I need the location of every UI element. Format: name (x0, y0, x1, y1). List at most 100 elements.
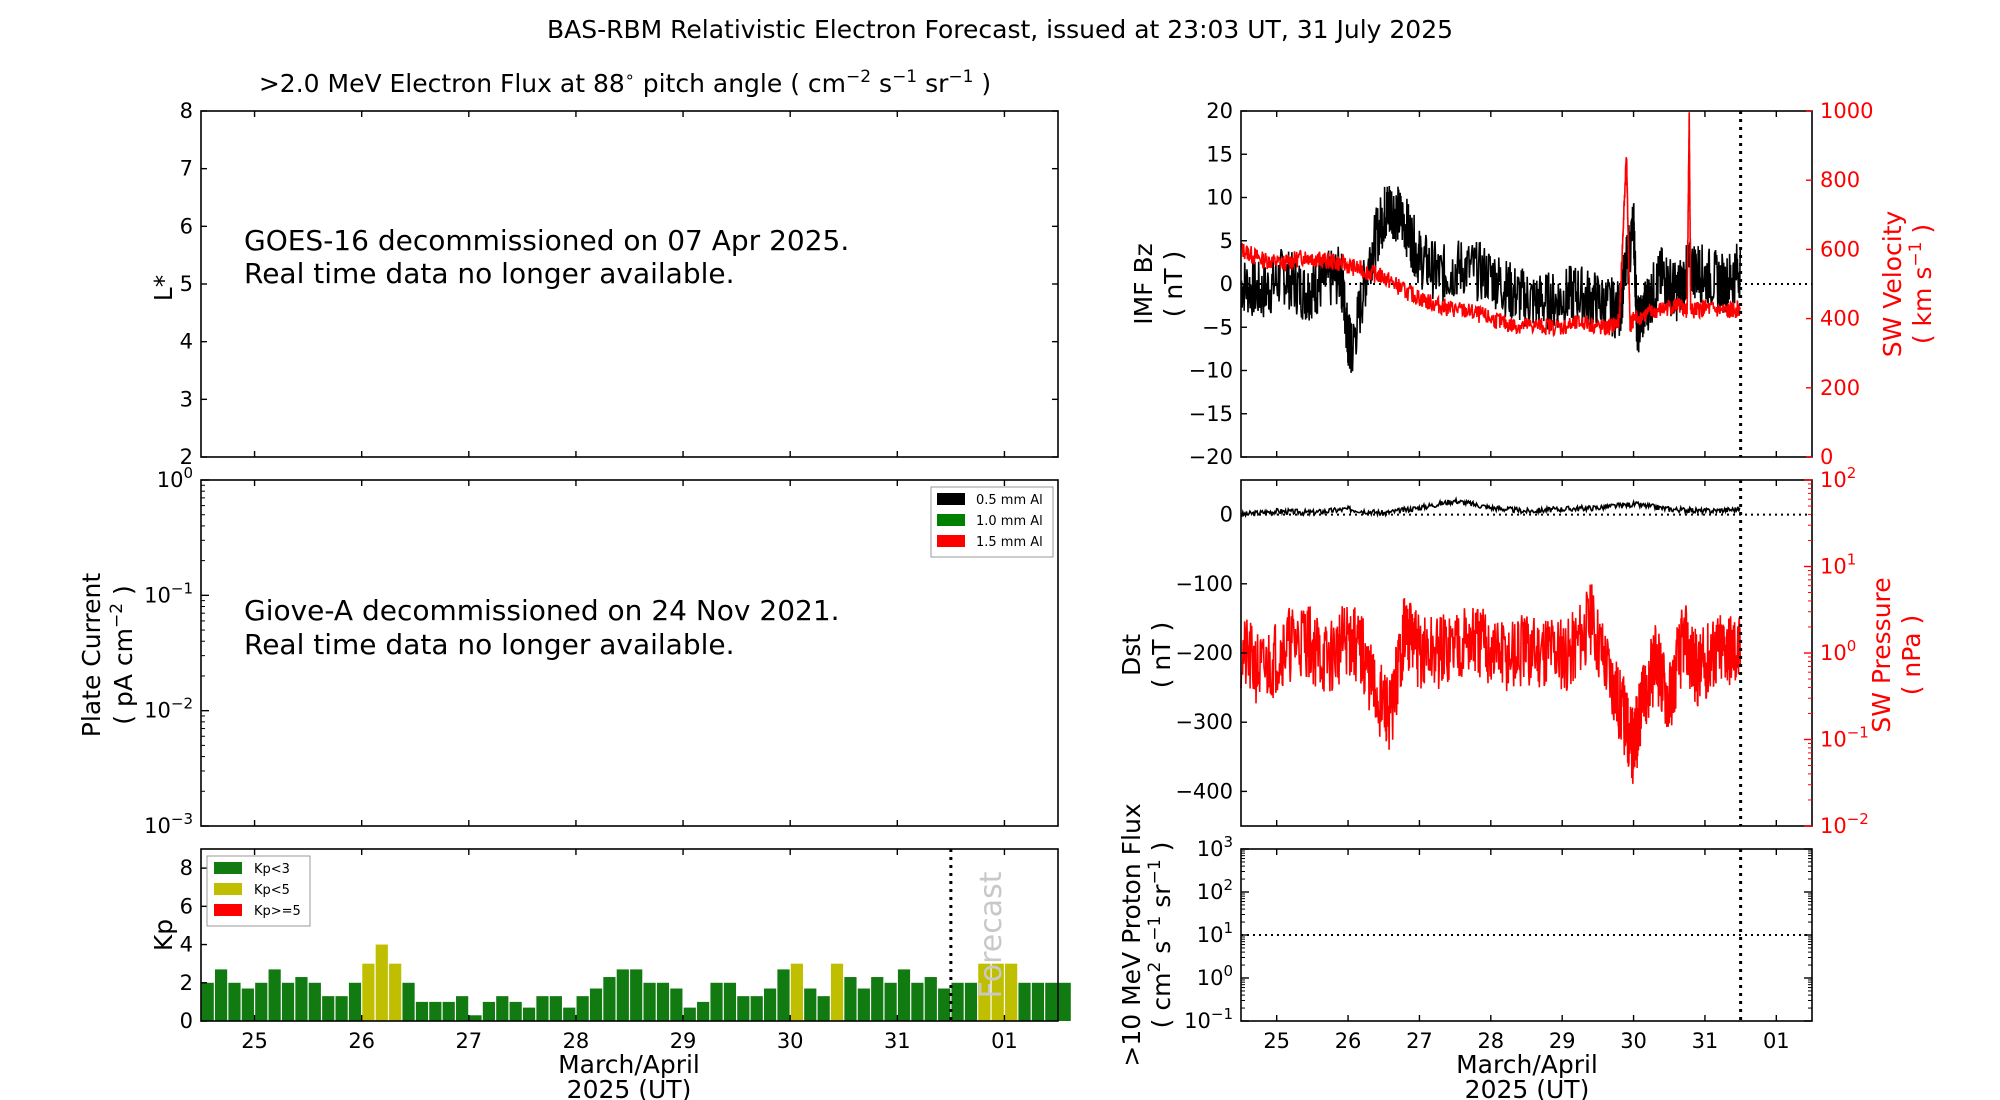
y-tick-label: −10 (1189, 359, 1233, 383)
kp-bar (429, 1001, 442, 1021)
kp-bar (456, 996, 469, 1021)
y-tick-label: 8 (180, 99, 193, 123)
y-tick-label: 100 (1197, 962, 1233, 990)
y-tick-label: 100 (157, 464, 193, 492)
kp-bar (389, 963, 402, 1021)
kp-bar (911, 982, 924, 1021)
y-tick-label: 1000 (1820, 99, 1873, 123)
x-tick-label: 25 (1263, 1029, 1290, 1053)
y-tick-label: 10−1 (144, 579, 193, 607)
kp-bar (563, 1007, 576, 1021)
kp-bar (884, 982, 897, 1021)
y-tick-label: 101 (1820, 551, 1856, 579)
kp-bar (737, 996, 750, 1021)
y-tick-label: 0 (1220, 503, 1233, 527)
kp-bar (348, 982, 362, 1021)
y-tick-label: 8 (180, 856, 193, 880)
x-tick-label: 27 (455, 1029, 482, 1053)
y-tick-label: 15 (1206, 142, 1233, 166)
flux-message-line2: Real time data no longer available. (244, 257, 735, 290)
right-xlabel-line2: 2025 (UT) (1465, 1075, 1590, 1100)
dst-y2label-line2: ( nPa ) (1897, 615, 1926, 696)
plate-ylabel-line1: Plate Current (77, 573, 106, 738)
y-tick-label: −400 (1175, 779, 1233, 803)
kp-bar (589, 988, 603, 1021)
kp-bar (375, 944, 388, 1021)
y-tick-label: 5 (1220, 229, 1233, 253)
kp-bar (1045, 982, 1058, 1021)
kp-bar (616, 969, 629, 1021)
kp-bar (536, 996, 549, 1021)
x-tick-label: 28 (1477, 1029, 1504, 1053)
kp-axes-frame (200, 848, 1059, 1022)
y-tick-label: 10−1 (1184, 1005, 1233, 1033)
kp-ylabel: Kp (149, 919, 178, 951)
kp-bar (710, 982, 723, 1021)
flux-message-line1: GOES-16 decommissioned on 07 Apr 2025. (244, 224, 849, 257)
y-tick-label: 102 (1197, 876, 1233, 904)
kp-bar (295, 977, 308, 1021)
kp-bar (576, 996, 589, 1021)
plate-x-ticks (253, 480, 1006, 826)
kp-bar (255, 982, 268, 1021)
kp-bar (201, 982, 214, 1021)
imf-ylabel-line1: IMF Bz (1129, 243, 1158, 325)
kp-bar (643, 982, 656, 1021)
y-tick-label: 200 (1820, 376, 1860, 400)
kp-bar (241, 988, 254, 1021)
proton-x-ticks: 25 26 27 28 29 30 31 01 (1263, 849, 1790, 1053)
kp-bar (268, 969, 281, 1021)
kp-bar (764, 988, 777, 1021)
imf-data (1240, 111, 1812, 457)
y-tick-label: 6 (180, 214, 193, 238)
kp-x-ticks: 25 26 27 28 29 30 31 01 (241, 849, 1018, 1053)
y-tick-label: 10 (1206, 186, 1233, 210)
y-tick-label: 103 (1197, 833, 1233, 861)
y-tick-label: 100 (1820, 637, 1856, 665)
y-tick-label: 4 (180, 330, 193, 354)
kp-bar (322, 996, 335, 1021)
kp-bar (482, 1001, 495, 1021)
kp-bar (924, 977, 937, 1021)
kp-bar (308, 982, 321, 1021)
left-xlabel-line2: 2025 (UT) (567, 1075, 692, 1100)
right-xlabel-line1: March/April (1456, 1050, 1598, 1079)
x-tick-label: 01 (1763, 1029, 1790, 1053)
kp-bar (509, 1001, 522, 1021)
y-tick-label: 0 (1220, 272, 1233, 296)
dst-x-ticks (1275, 480, 1778, 826)
kp-bar (723, 982, 737, 1021)
x-tick-label: 26 (348, 1029, 375, 1053)
y-tick-label: 20 (1206, 99, 1233, 123)
x-tick-label: 31 (884, 1029, 911, 1053)
y-tick-label: 600 (1820, 237, 1860, 261)
kp-legend: Kp<3 Kp<5 Kp>=5 (206, 855, 311, 927)
kp-bar (496, 996, 509, 1021)
kp-panel: 0 2 4 6 8 25 26 27 28 29 30 31 01 Forecast Kp Kp<3 … (149, 848, 1071, 1053)
kp-bar (228, 982, 241, 1021)
kp-bar (469, 1015, 482, 1021)
kp-legend-swatch-2 (214, 904, 242, 916)
kp-bar (415, 1001, 429, 1021)
plate-panel: 10−3 10−2 10−1 100 Plate Current ( pA cm−2 … (77, 464, 1059, 838)
y-tick-label: −300 (1175, 710, 1233, 734)
kp-bar (871, 977, 884, 1021)
y-tick-label: −100 (1175, 572, 1233, 596)
kp-bar (991, 963, 1004, 1021)
kp-bar (402, 982, 415, 1021)
kp-bar (777, 969, 790, 1021)
kp-legend-swatch-1 (214, 883, 242, 895)
kp-bar (697, 1001, 710, 1021)
imf-y2label-line2: ( km s−1 ) (1906, 224, 1937, 344)
imf-ylabel-line2: ( nT ) (1159, 251, 1188, 318)
kp-bar (804, 988, 817, 1021)
figure-title: BAS-RBM Relativistic Electron Forecast, … (547, 15, 1453, 44)
plate-legend-swatch-1 (937, 514, 965, 526)
y-tick-label: 800 (1820, 168, 1860, 192)
x-tick-label: 25 (241, 1029, 268, 1053)
kp-legend-swatch-0 (214, 862, 242, 874)
flux-panel: >2.0 MeV Electron Flux at 88∘ pitch angl… (149, 67, 1059, 469)
kp-bar (549, 996, 562, 1021)
y-tick-label: 2 (180, 445, 193, 469)
kp-bar (750, 996, 763, 1021)
